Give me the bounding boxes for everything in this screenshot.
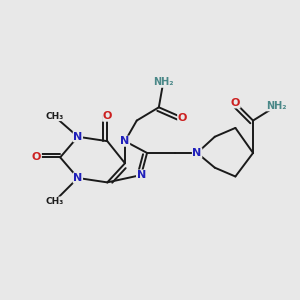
Text: CH₃: CH₃ [45, 112, 63, 121]
Text: O: O [103, 111, 112, 121]
Text: O: O [32, 152, 41, 162]
Text: CH₃: CH₃ [45, 197, 63, 206]
Text: N: N [73, 132, 83, 142]
Text: O: O [178, 112, 187, 123]
Text: N: N [73, 173, 83, 183]
Text: O: O [231, 98, 240, 108]
Text: N: N [120, 136, 130, 146]
Text: N: N [193, 148, 202, 158]
Text: N: N [136, 170, 146, 180]
Text: NH₂: NH₂ [266, 101, 287, 111]
Text: NH₂: NH₂ [153, 77, 173, 87]
